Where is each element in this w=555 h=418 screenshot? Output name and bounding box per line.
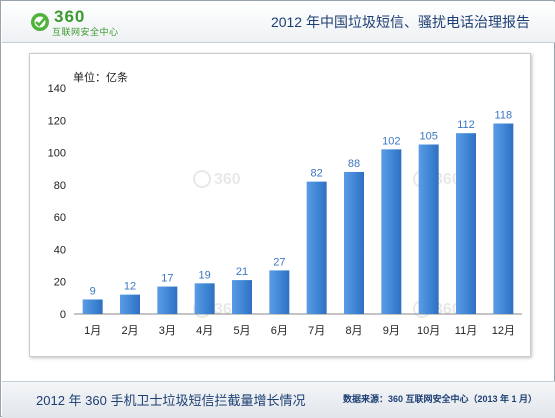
value-label: 118 — [495, 110, 513, 122]
y-tick-label: 140 — [48, 83, 66, 95]
value-label: 105 — [419, 131, 437, 143]
bar-4 — [194, 283, 215, 314]
report-title: 2012 年中国垃圾短信、骚扰电话治理报告 — [270, 14, 530, 30]
value-label: 12 — [124, 281, 136, 293]
y-tick-label: 120 — [48, 115, 66, 127]
bar-7 — [306, 181, 327, 314]
value-label: 102 — [382, 135, 400, 147]
value-label: 9 — [90, 285, 96, 297]
category-label: 1月 — [84, 325, 101, 337]
watermark-1: 360 — [193, 170, 241, 188]
footer-bar: 2012 年 360 手机卫士垃圾短信拦截量增长情况 数据来源：360 互联网安… — [2, 381, 555, 418]
value-label: 19 — [199, 269, 211, 281]
bar-11 — [456, 133, 476, 314]
logo-mark-icon — [31, 13, 49, 31]
category-label: 6月 — [271, 325, 288, 337]
data-source: 数据来源：360 互联网安全中心（2013 年 1 月） — [342, 394, 537, 404]
bar-1 — [82, 299, 103, 314]
category-label: 7月 — [308, 325, 325, 337]
bars-layer — [82, 123, 514, 314]
value-label: 17 — [161, 273, 173, 285]
bar-2 — [120, 294, 140, 314]
category-label: 2月 — [121, 325, 138, 337]
chart-caption: 2012 年 360 手机卫士垃圾短信拦截量增长情况 — [36, 393, 306, 408]
y-tick-label: 0 — [60, 309, 66, 321]
category-label: 11月 — [455, 325, 477, 337]
value-label: 27 — [273, 256, 285, 268]
unit-label: 单位：亿条 — [73, 70, 128, 84]
header-bar: 360 互联网安全中心 2012 年中国垃圾短信、骚扰电话治理报告 — [2, 2, 555, 43]
logo-subtitle: 互联网安全中心 — [52, 27, 119, 37]
y-tick-label: 60 — [54, 212, 66, 224]
value-label: 21 — [236, 266, 248, 278]
category-label: 12月 — [492, 325, 515, 337]
category-label: 9月 — [383, 325, 400, 337]
value-label: 112 — [457, 119, 475, 131]
value-label: 82 — [311, 168, 323, 180]
y-tick-label: 40 — [54, 244, 66, 256]
category-label: 4月 — [196, 325, 213, 337]
bar-6 — [269, 270, 290, 314]
logo-360: 360 互联网安全中心 — [30, 7, 126, 38]
y-tick-label: 80 — [54, 180, 66, 192]
category-label: 10月 — [417, 325, 440, 337]
labels-layer: 9 1月 12 2月 17 3月 19 4月 21 5月 27 6月 82 7月 88 8月 102 9月 105 1… — [84, 110, 515, 337]
logo-number: 360 — [54, 7, 86, 26]
bar-3 — [157, 286, 178, 314]
bar-8 — [344, 171, 364, 314]
axes-layer: 0 20 40 60 80 100 120 140 — [48, 83, 522, 321]
value-label: 88 — [348, 158, 360, 170]
svg-text:360: 360 — [214, 171, 241, 188]
category-label: 3月 — [159, 325, 176, 337]
bar-12 — [493, 123, 514, 314]
bar-9 — [381, 149, 402, 314]
svg-text:360: 360 — [434, 171, 461, 188]
category-label: 5月 — [233, 325, 250, 337]
y-tick-label: 20 — [54, 277, 66, 289]
bar-10 — [418, 144, 439, 314]
y-tick-label: 100 — [48, 148, 66, 160]
category-label: 8月 — [345, 325, 362, 337]
bar-5 — [232, 280, 252, 314]
